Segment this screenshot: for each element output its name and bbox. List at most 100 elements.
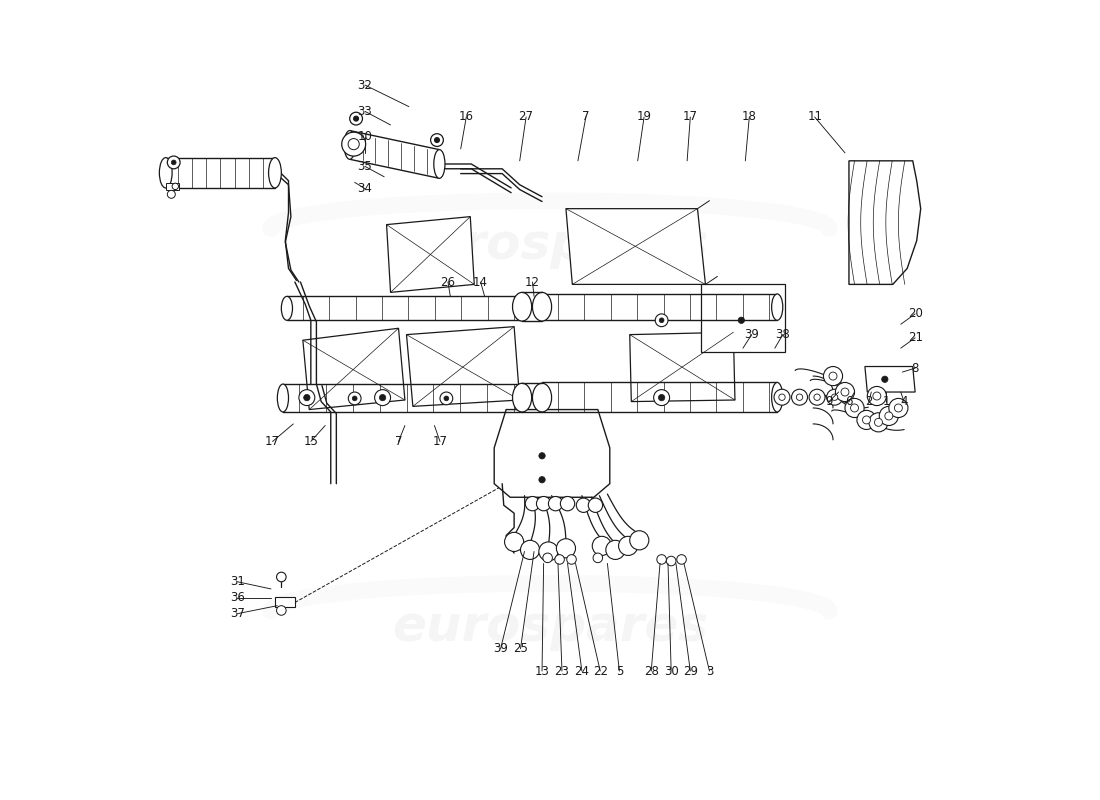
Circle shape bbox=[560, 497, 574, 511]
Text: 21: 21 bbox=[908, 331, 923, 344]
Text: 29: 29 bbox=[683, 665, 697, 678]
Circle shape bbox=[879, 406, 899, 426]
Text: 7: 7 bbox=[395, 435, 403, 448]
Text: 16: 16 bbox=[459, 110, 474, 123]
Circle shape bbox=[593, 553, 603, 562]
Circle shape bbox=[862, 416, 870, 424]
Circle shape bbox=[354, 116, 359, 121]
Text: 33: 33 bbox=[358, 105, 373, 118]
Circle shape bbox=[342, 132, 365, 156]
Circle shape bbox=[520, 540, 540, 559]
Circle shape bbox=[656, 314, 668, 326]
Polygon shape bbox=[702, 285, 785, 352]
Text: 19: 19 bbox=[637, 110, 651, 123]
Text: 17: 17 bbox=[683, 110, 697, 123]
Text: 23: 23 bbox=[554, 665, 570, 678]
Circle shape bbox=[829, 372, 837, 380]
Text: 28: 28 bbox=[644, 665, 659, 678]
Text: eurospares: eurospares bbox=[392, 221, 708, 269]
Circle shape bbox=[889, 398, 908, 418]
Circle shape bbox=[539, 477, 546, 483]
Circle shape bbox=[348, 138, 360, 150]
Circle shape bbox=[659, 318, 664, 322]
Circle shape bbox=[738, 317, 745, 323]
Circle shape bbox=[874, 418, 882, 426]
Circle shape bbox=[375, 390, 390, 406]
Circle shape bbox=[539, 542, 558, 561]
Ellipse shape bbox=[513, 383, 531, 412]
Text: 17: 17 bbox=[432, 435, 448, 448]
Ellipse shape bbox=[344, 130, 355, 159]
Circle shape bbox=[299, 390, 315, 406]
Circle shape bbox=[172, 160, 176, 165]
Circle shape bbox=[276, 572, 286, 582]
Polygon shape bbox=[302, 328, 405, 410]
Circle shape bbox=[835, 382, 855, 402]
Circle shape bbox=[653, 390, 670, 406]
Circle shape bbox=[542, 553, 552, 562]
Circle shape bbox=[606, 540, 625, 559]
Text: 13: 13 bbox=[535, 665, 550, 678]
Circle shape bbox=[505, 532, 524, 551]
Circle shape bbox=[867, 386, 887, 406]
Circle shape bbox=[526, 497, 540, 511]
Circle shape bbox=[845, 398, 865, 418]
Ellipse shape bbox=[433, 150, 446, 178]
Circle shape bbox=[659, 394, 664, 401]
Text: 20: 20 bbox=[908, 307, 923, 321]
Circle shape bbox=[430, 134, 443, 146]
Circle shape bbox=[850, 404, 858, 412]
Circle shape bbox=[349, 392, 361, 405]
Polygon shape bbox=[494, 410, 609, 498]
Circle shape bbox=[167, 156, 180, 169]
Text: 17: 17 bbox=[265, 435, 280, 448]
Circle shape bbox=[873, 392, 881, 400]
Circle shape bbox=[667, 556, 676, 566]
Ellipse shape bbox=[771, 382, 783, 412]
Circle shape bbox=[554, 554, 564, 564]
Circle shape bbox=[810, 390, 825, 405]
Circle shape bbox=[172, 183, 178, 190]
Polygon shape bbox=[386, 217, 474, 292]
Circle shape bbox=[539, 453, 546, 459]
Text: 30: 30 bbox=[663, 665, 679, 678]
Circle shape bbox=[857, 410, 876, 430]
Text: eurospares: eurospares bbox=[392, 603, 708, 651]
Text: 9: 9 bbox=[825, 395, 833, 408]
Polygon shape bbox=[166, 183, 179, 190]
Circle shape bbox=[796, 394, 803, 400]
Circle shape bbox=[618, 536, 638, 555]
Ellipse shape bbox=[282, 296, 293, 320]
Circle shape bbox=[566, 554, 576, 564]
Circle shape bbox=[588, 498, 603, 513]
Circle shape bbox=[774, 390, 790, 405]
Circle shape bbox=[592, 536, 612, 555]
Text: 32: 32 bbox=[358, 78, 373, 91]
Text: 10: 10 bbox=[358, 130, 373, 143]
Ellipse shape bbox=[771, 294, 783, 320]
Ellipse shape bbox=[532, 383, 551, 412]
Circle shape bbox=[832, 394, 838, 400]
Text: 4: 4 bbox=[900, 395, 908, 408]
Text: 11: 11 bbox=[807, 110, 822, 123]
Circle shape bbox=[824, 366, 843, 386]
Text: 25: 25 bbox=[513, 642, 528, 655]
Circle shape bbox=[434, 138, 439, 142]
Text: 6: 6 bbox=[845, 395, 853, 408]
Circle shape bbox=[676, 554, 686, 564]
Text: 36: 36 bbox=[230, 591, 245, 604]
Circle shape bbox=[537, 497, 551, 511]
Circle shape bbox=[557, 538, 575, 558]
Circle shape bbox=[884, 412, 893, 420]
Ellipse shape bbox=[277, 384, 288, 412]
Circle shape bbox=[440, 392, 453, 405]
Circle shape bbox=[576, 498, 591, 513]
Text: 12: 12 bbox=[525, 275, 540, 289]
Circle shape bbox=[379, 394, 386, 401]
Circle shape bbox=[276, 606, 286, 615]
Text: 14: 14 bbox=[473, 275, 488, 289]
Text: 35: 35 bbox=[358, 160, 373, 173]
Text: 7: 7 bbox=[582, 110, 590, 123]
Text: 15: 15 bbox=[304, 435, 318, 448]
Circle shape bbox=[549, 497, 563, 511]
